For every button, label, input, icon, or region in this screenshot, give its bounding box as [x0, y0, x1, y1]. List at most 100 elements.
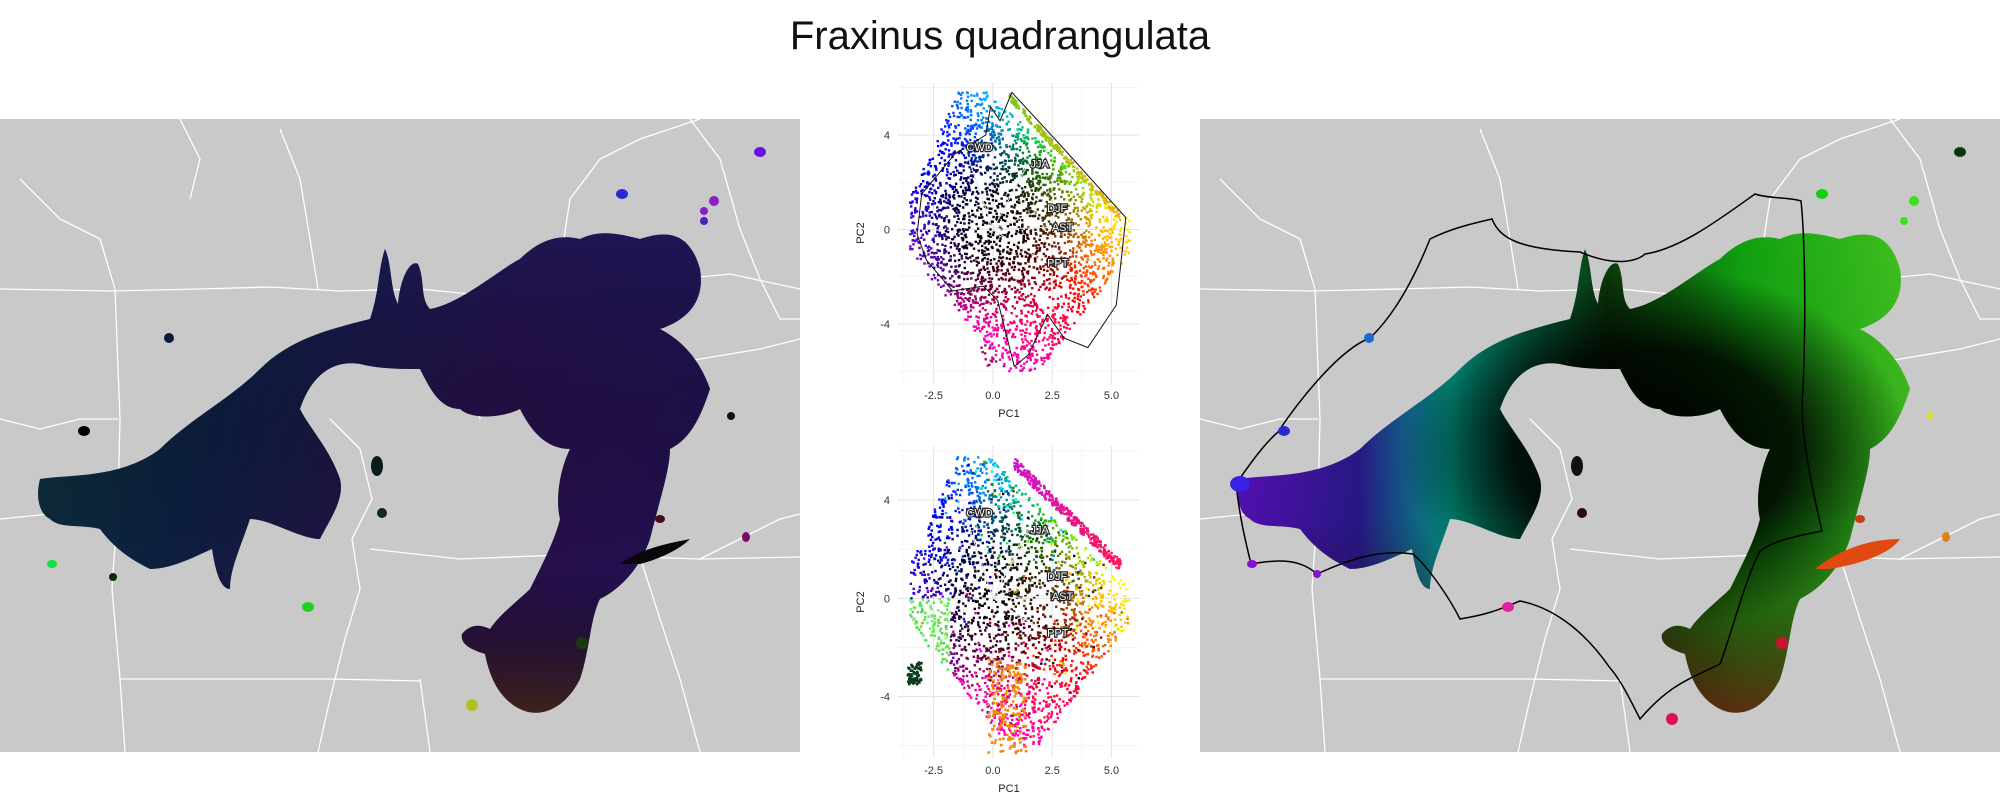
data-point: [1046, 649, 1049, 652]
data-point: [1058, 708, 1062, 711]
data-point: [1004, 341, 1007, 344]
data-point: [1008, 257, 1012, 261]
data-point: [999, 542, 1003, 545]
data-point: [913, 231, 917, 234]
data-point: [952, 280, 956, 283]
data-point: [923, 193, 926, 197]
data-point: [1029, 579, 1032, 582]
data-point: [940, 285, 943, 289]
data-point: [960, 654, 963, 657]
data-point: [976, 256, 980, 259]
data-point: [1074, 538, 1078, 541]
data-point: [930, 544, 934, 547]
data-point: [1004, 566, 1007, 569]
data-point: [1028, 584, 1031, 587]
data-point: [1049, 212, 1052, 215]
data-point: [993, 637, 996, 640]
data-point: [1029, 356, 1032, 360]
data-point: [966, 277, 969, 281]
data-point: [1034, 187, 1038, 190]
data-point: [1058, 188, 1061, 191]
data-point: [989, 316, 993, 319]
data-point: [953, 633, 956, 636]
data-point: [955, 289, 959, 293]
data-point: [1045, 248, 1049, 251]
data-point: [949, 241, 953, 245]
data-point: [970, 673, 973, 677]
data-point: [983, 268, 987, 272]
data-point: [1027, 150, 1031, 153]
data-point: [992, 190, 996, 193]
data-point: [982, 317, 986, 321]
data-point: [956, 661, 959, 665]
data-point: [996, 655, 1000, 659]
data-point: [1072, 644, 1075, 648]
data-point: [1054, 521, 1057, 524]
data-point: [1037, 708, 1040, 711]
data-point: [973, 329, 977, 332]
data-point: [976, 169, 979, 172]
data-point: [1124, 222, 1127, 226]
data-point: [984, 246, 987, 249]
data-point: [1127, 251, 1130, 255]
data-point: [997, 556, 1000, 560]
data-point: [933, 266, 936, 269]
data-point: [1092, 597, 1095, 601]
data-point: [973, 502, 976, 505]
data-point: [988, 332, 992, 335]
data-point: [1075, 684, 1078, 688]
data-point: [1037, 217, 1040, 220]
data-point: [1087, 622, 1090, 626]
data-point: [1003, 362, 1006, 366]
data-point: [1039, 145, 1042, 148]
data-point: [942, 263, 946, 266]
data-point: [1021, 191, 1024, 194]
data-point: [923, 578, 926, 582]
data-point: [1005, 504, 1008, 508]
data-point: [1044, 569, 1047, 573]
data-point: [1006, 225, 1010, 228]
data-point: [977, 641, 980, 645]
data-point: [1096, 615, 1099, 618]
data-point: [1047, 255, 1051, 259]
data-point: [1066, 278, 1069, 281]
data-point: [1000, 167, 1003, 171]
data-point: [996, 329, 1000, 332]
data-point: [931, 587, 934, 590]
data-point: [1061, 314, 1065, 317]
data-point: [1041, 541, 1045, 545]
data-point: [1028, 638, 1031, 641]
data-point: [1097, 248, 1101, 251]
data-point: [1081, 662, 1085, 665]
data-point: [1082, 271, 1085, 274]
data-point: [1047, 728, 1050, 731]
data-point: [1046, 579, 1050, 582]
data-point: [973, 154, 976, 157]
data-point: [995, 217, 998, 221]
data-point: [944, 496, 947, 500]
data-point: [988, 128, 991, 131]
data-point: [931, 625, 934, 628]
data-point: [953, 130, 956, 133]
data-point: [946, 535, 949, 538]
data-point: [985, 96, 988, 99]
data-point: [975, 256, 978, 260]
data-point: [1011, 178, 1015, 181]
data-point: [1036, 607, 1039, 610]
data-point: [1093, 625, 1096, 629]
data-point: [1038, 571, 1041, 575]
data-point: [1046, 577, 1050, 580]
data-point: [1003, 590, 1006, 593]
data-point: [957, 208, 960, 212]
data-point: [1098, 260, 1102, 263]
data-point: [1022, 650, 1025, 653]
data-point: [929, 538, 933, 541]
data-point: [1119, 246, 1122, 250]
data-point: [1035, 566, 1039, 570]
data-point: [1027, 562, 1030, 566]
data-point: [1022, 366, 1026, 370]
data-point: [1038, 150, 1041, 154]
data-point: [1091, 188, 1094, 191]
data-point: [1020, 538, 1024, 541]
data-point: [985, 467, 988, 471]
